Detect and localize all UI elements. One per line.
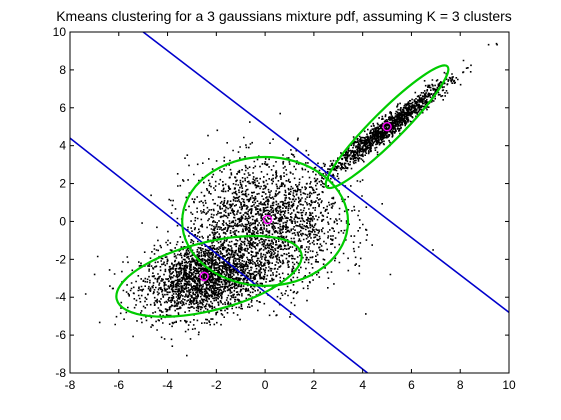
- centroid-2: [262, 214, 273, 225]
- x-tick-label: -8: [65, 378, 76, 392]
- x-tick-label: 6: [408, 378, 415, 392]
- y-tick-label: 2: [59, 177, 66, 191]
- boundary-line-2: [142, 32, 509, 314]
- y-tick-label: -4: [55, 290, 66, 304]
- y-tick-label: 10: [53, 25, 67, 39]
- y-tick-label: -6: [55, 328, 66, 342]
- scatter-cluster-1: [84, 220, 311, 357]
- y-tick-label: 6: [59, 101, 66, 115]
- x-tick-label: 4: [359, 378, 366, 392]
- x-tick-label: -2: [211, 378, 222, 392]
- scatter-points: [84, 42, 498, 357]
- axes: -8 -6 -4 -2 0 2 4 6 8 10 -8 -6 -4 -2 0 2 4 6 8 10: [53, 25, 516, 392]
- cluster-centroids: [199, 122, 392, 282]
- x-tick-label: 10: [502, 378, 516, 392]
- y-tick-label: 0: [59, 214, 66, 228]
- scatter-cluster-3: [291, 42, 498, 206]
- cluster-ellipse-2: [181, 155, 350, 287]
- centroid-1: [199, 271, 209, 282]
- x-tick-label: 0: [262, 378, 269, 392]
- x-tick-label: 8: [457, 378, 464, 392]
- y-tick-label: 8: [59, 63, 66, 77]
- cluster-ellipses: [115, 64, 450, 318]
- y-tick-label: 4: [59, 139, 66, 153]
- boundary-line-1: [70, 137, 369, 373]
- centroid-3: [382, 122, 392, 132]
- axes-box: [69, 31, 510, 374]
- y-tick-label: -2: [55, 252, 66, 266]
- x-tick-label: -4: [162, 378, 173, 392]
- scatter-cluster-2: [150, 112, 434, 318]
- x-tick-label: 2: [311, 378, 318, 392]
- cluster-ellipse-1: [115, 234, 303, 318]
- chart-title: Kmeans clustering for a 3 gaussians mixt…: [56, 8, 512, 24]
- cluster-ellipse-3: [324, 64, 450, 190]
- x-tick-label: -6: [113, 378, 124, 392]
- y-tick-label: -8: [55, 366, 66, 380]
- decision-boundaries: [70, 32, 509, 373]
